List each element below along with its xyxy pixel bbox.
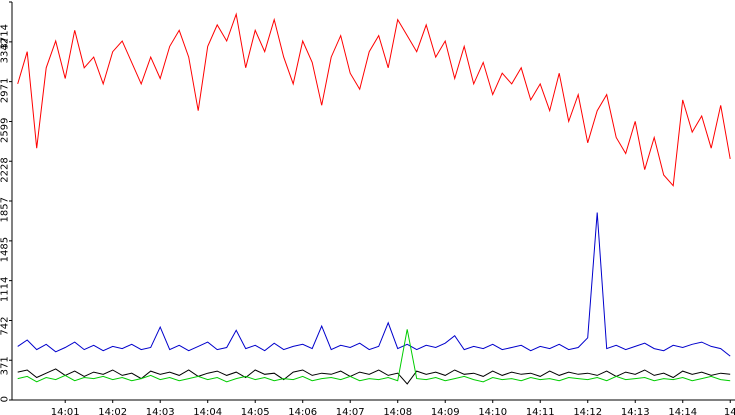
x-tick-label: 14:03: [146, 407, 175, 415]
x-tick-label: 14:14: [668, 407, 697, 415]
x-tick-label: 14:01: [51, 407, 80, 415]
x-tick-label: 14:10: [478, 407, 507, 415]
y-tick-label: 3714: [0, 24, 10, 49]
x-tick-label: 14:07: [336, 407, 365, 415]
x-tick-label: 14:02: [98, 407, 127, 415]
y-tick-label: 1114: [0, 277, 10, 302]
series-line: [17, 368, 731, 385]
y-tick-label: 1857: [0, 197, 10, 222]
y-tick-label: 371: [0, 356, 10, 375]
x-tick-label: 14:05: [241, 407, 270, 415]
x-tick-label: 14:04: [193, 407, 222, 415]
x-tick-label: 14:06: [288, 407, 317, 415]
y-tick-label: 0: [0, 396, 10, 402]
x-tick-label: 14:09: [431, 407, 460, 415]
y-tick-label: 1485: [0, 237, 10, 262]
series-line: [17, 329, 731, 383]
x-tick-label: 14: [724, 407, 735, 415]
x-tick-label: 14:11: [526, 407, 555, 415]
x-tick-label: 14:13: [621, 407, 650, 415]
y-tick-label: 3342: [0, 38, 10, 63]
series-line: [17, 12, 731, 187]
y-tick-label: 2971: [0, 78, 10, 103]
y-tick-label: 2228: [0, 157, 10, 182]
series-line: [17, 212, 731, 357]
x-tick-label: 14:12: [573, 407, 602, 415]
y-tick-label: 742: [0, 316, 10, 335]
x-tick-label: 14:08: [383, 407, 412, 415]
y-tick-label: 2599: [0, 117, 10, 142]
